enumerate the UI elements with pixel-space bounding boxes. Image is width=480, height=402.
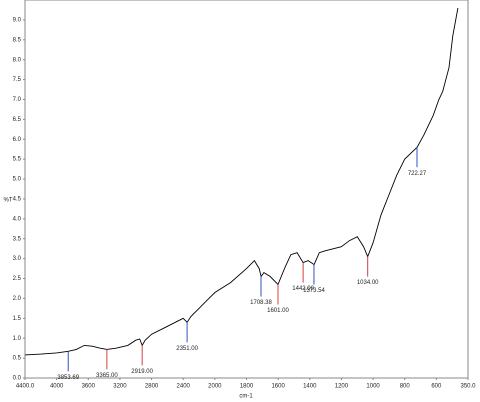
x-tick-label: 600 — [431, 384, 442, 390]
y-tick-label: 3.5 — [13, 236, 22, 242]
peak-label: 1442.00 — [292, 286, 314, 292]
x-tick-label: 800 — [400, 384, 411, 390]
x-tick-label: 4400.0 — [16, 384, 35, 390]
peak-label: 1373.54 — [303, 288, 325, 294]
x-tick-label: 4000 — [50, 384, 64, 390]
peak-label: 3853.69 — [57, 375, 79, 381]
x-tick-label: 1200 — [335, 384, 349, 390]
y-tick-label: 1.0 — [13, 336, 22, 342]
peak-label: 3365.00 — [96, 373, 118, 379]
x-tick-label: 3200 — [113, 384, 127, 390]
x-tick-label: 1000 — [366, 384, 380, 390]
y-tick-label: 2.0 — [13, 296, 22, 302]
peak-label: 722.27 — [408, 171, 427, 177]
x-tick-label: 1600 — [271, 384, 285, 390]
y-tick-label: 8.5 — [13, 37, 22, 43]
spectrum-line — [24, 7, 459, 356]
y-tick-label: 0.5 — [13, 356, 22, 362]
x-tick-label: 2400 — [177, 384, 191, 390]
y-tick-label: 4.0 — [13, 216, 22, 222]
y-tick-label: 0.0 — [13, 376, 22, 382]
peak-label: 2919.00 — [131, 369, 153, 375]
y-tick-label: 1.5 — [13, 316, 22, 322]
y-axis-label: %T — [4, 198, 13, 204]
y-tick-label: 5.5 — [13, 157, 22, 163]
y-tick-label: 5.0 — [13, 177, 22, 183]
y-tick-label: 6.0 — [13, 137, 22, 143]
peak-label: 1708.38 — [250, 300, 272, 306]
y-tick-label: 2.5 — [13, 276, 22, 282]
x-tick-label: 2000 — [208, 384, 222, 390]
peak-label: 2351.00 — [176, 346, 198, 352]
x-tick-label: 1800 — [240, 384, 254, 390]
x-axis-label: cm-1 — [239, 394, 253, 400]
peak-label: 1601.00 — [267, 308, 289, 314]
x-tick-label: 2800 — [145, 384, 159, 390]
y-tick-label: 4.5 — [13, 197, 22, 203]
x-tick-label: 1400 — [303, 384, 317, 390]
y-tick-label: 8.0 — [13, 57, 22, 63]
x-tick-label: 3600 — [82, 384, 96, 390]
y-tick-label: 7.5 — [13, 77, 22, 83]
y-tick-label: 7.0 — [13, 97, 22, 103]
y-tick-label: 9.0 — [13, 17, 22, 23]
y-tick-label: 3.0 — [13, 256, 22, 262]
x-tick-label: 350.0 — [460, 384, 476, 390]
plot-frame — [24, 0, 469, 379]
peak-label: 1034.00 — [357, 280, 379, 286]
y-tick-label: 6.5 — [13, 117, 22, 123]
